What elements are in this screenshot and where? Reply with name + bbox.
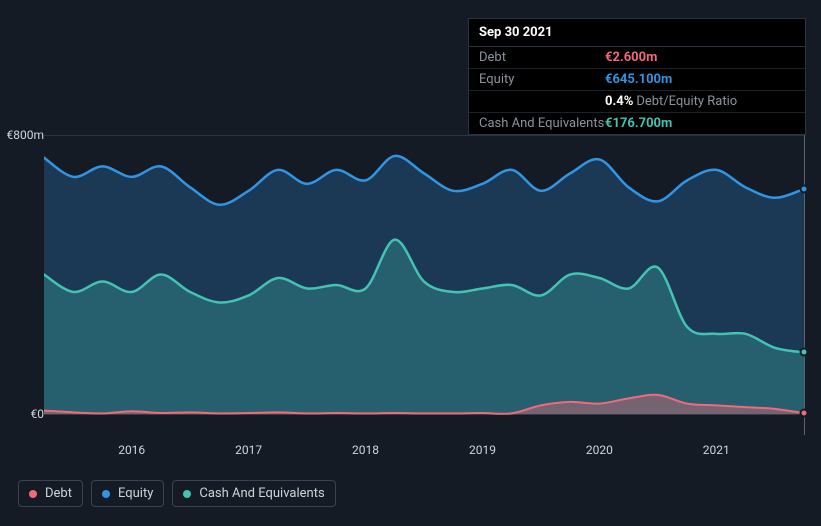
tooltip-row: Debt€2.600m bbox=[469, 47, 805, 69]
tooltip-row: 0.4%Debt/Equity Ratio bbox=[469, 91, 805, 113]
legend-dot-icon bbox=[29, 490, 37, 498]
x-axis-label: 2017 bbox=[235, 443, 262, 457]
tooltip-label bbox=[479, 94, 605, 109]
x-axis-label: 2016 bbox=[118, 443, 145, 457]
tooltip-label: Debt bbox=[479, 50, 605, 65]
data-tooltip: Sep 30 2021 Debt€2.600mEquity€645.100m0.… bbox=[468, 18, 806, 135]
tooltip-sublabel: Debt/Equity Ratio bbox=[636, 94, 737, 109]
tooltip-row: Equity€645.100m bbox=[469, 69, 805, 91]
x-axis-label: 2019 bbox=[469, 443, 496, 457]
chart-svg bbox=[44, 135, 804, 435]
tooltip-label: Cash And Equivalents bbox=[479, 116, 605, 131]
tooltip-value: €176.700m bbox=[605, 116, 672, 131]
tooltip-value: 0.4%Debt/Equity Ratio bbox=[605, 94, 737, 109]
tooltip-value: €645.100m bbox=[605, 72, 672, 87]
legend-dot-icon bbox=[183, 490, 191, 498]
tooltip-label: Equity bbox=[479, 72, 605, 87]
legend-label: Cash And Equivalents bbox=[199, 486, 324, 501]
hover-line bbox=[804, 135, 805, 435]
x-axis-label: 2020 bbox=[586, 443, 613, 457]
legend-label: Equity bbox=[118, 486, 153, 501]
tooltip-date: Sep 30 2021 bbox=[469, 19, 805, 47]
x-axis-label: 2021 bbox=[703, 443, 730, 457]
tooltip-value: €2.600m bbox=[605, 50, 657, 65]
series-endpoint-dot bbox=[800, 409, 809, 418]
tooltip-rows: Debt€2.600mEquity€645.100m0.4%Debt/Equit… bbox=[469, 47, 805, 134]
tooltip-row: Cash And Equivalents€176.700m bbox=[469, 113, 805, 134]
series-endpoint-dot bbox=[800, 348, 809, 357]
y-axis-label: €800m bbox=[7, 128, 45, 142]
legend-dot-icon bbox=[102, 490, 110, 498]
legend-item[interactable]: Equity bbox=[91, 480, 164, 507]
legend-label: Debt bbox=[45, 486, 72, 501]
x-axis-label: 2018 bbox=[352, 443, 379, 457]
legend-item[interactable]: Debt bbox=[18, 480, 83, 507]
series-endpoint-dot bbox=[800, 185, 809, 194]
legend: Debt Equity Cash And Equivalents bbox=[18, 480, 336, 507]
y-axis-label: €0 bbox=[31, 407, 45, 421]
legend-item[interactable]: Cash And Equivalents bbox=[172, 480, 335, 507]
